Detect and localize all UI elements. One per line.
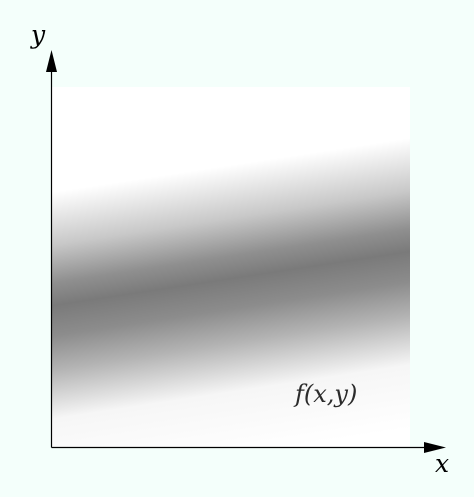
y-axis-label: y [30, 20, 46, 49]
x-axis-arrowhead [424, 442, 446, 453]
x-axis-label: x [435, 449, 449, 478]
shaded-function-region [52, 87, 410, 447]
y-axis-arrowhead [46, 50, 57, 72]
function-label: f(x,y) [293, 380, 357, 408]
x-axis [51, 442, 446, 453]
y-axis [46, 50, 57, 448]
